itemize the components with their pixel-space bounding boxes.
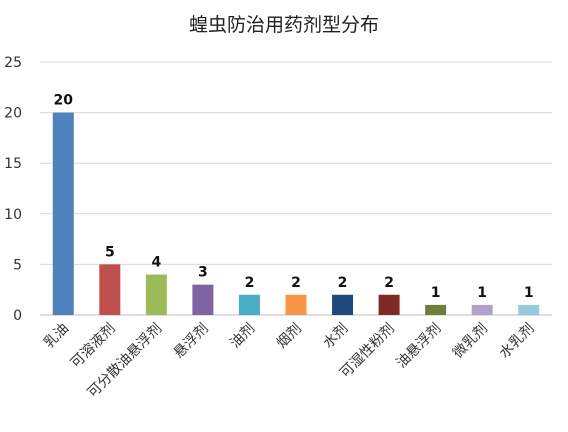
data-label: 1 — [524, 285, 534, 301]
y-tick-label: 0 — [13, 308, 22, 324]
x-tick-label: 油悬浮剂 — [394, 321, 445, 372]
x-tick-label: 水剂 — [320, 321, 351, 352]
data-label: 4 — [151, 255, 161, 271]
bar-8 — [378, 294, 400, 315]
bar-4 — [192, 284, 214, 315]
bar-10 — [471, 304, 493, 315]
y-tick-label: 25 — [4, 55, 22, 71]
bar-9 — [425, 304, 447, 315]
x-tick-label: 油剂 — [227, 321, 258, 352]
bar-6 — [285, 294, 307, 315]
x-tick-label: 悬浮剂 — [171, 321, 212, 362]
bar-5 — [238, 294, 260, 315]
y-tick-label: 15 — [4, 156, 22, 172]
y-tick-label: 20 — [4, 106, 22, 122]
bar-11 — [518, 304, 540, 315]
data-label: 2 — [245, 275, 255, 291]
data-label: 2 — [338, 275, 348, 291]
chart-title: 蝗虫防治用药剂型分布 — [188, 14, 379, 36]
x-tick-label: 水乳剂 — [497, 321, 538, 362]
y-tick-label: 5 — [13, 257, 22, 273]
bar-3 — [145, 274, 167, 315]
x-tick-label: 烟剂 — [274, 321, 305, 352]
y-tick-label: 10 — [4, 207, 22, 223]
data-label: 1 — [477, 285, 487, 301]
data-label: 3 — [198, 265, 208, 281]
bar-2 — [99, 264, 121, 315]
data-label: 1 — [431, 285, 441, 301]
bar-7 — [332, 294, 354, 315]
data-label: 2 — [384, 275, 394, 291]
data-label: 5 — [105, 244, 115, 260]
data-label: 2 — [291, 275, 301, 291]
bar-1 — [52, 112, 74, 315]
x-tick-label: 乳油 — [41, 321, 72, 352]
data-label: 20 — [54, 93, 74, 109]
x-tick-label: 微乳剂 — [450, 321, 491, 362]
